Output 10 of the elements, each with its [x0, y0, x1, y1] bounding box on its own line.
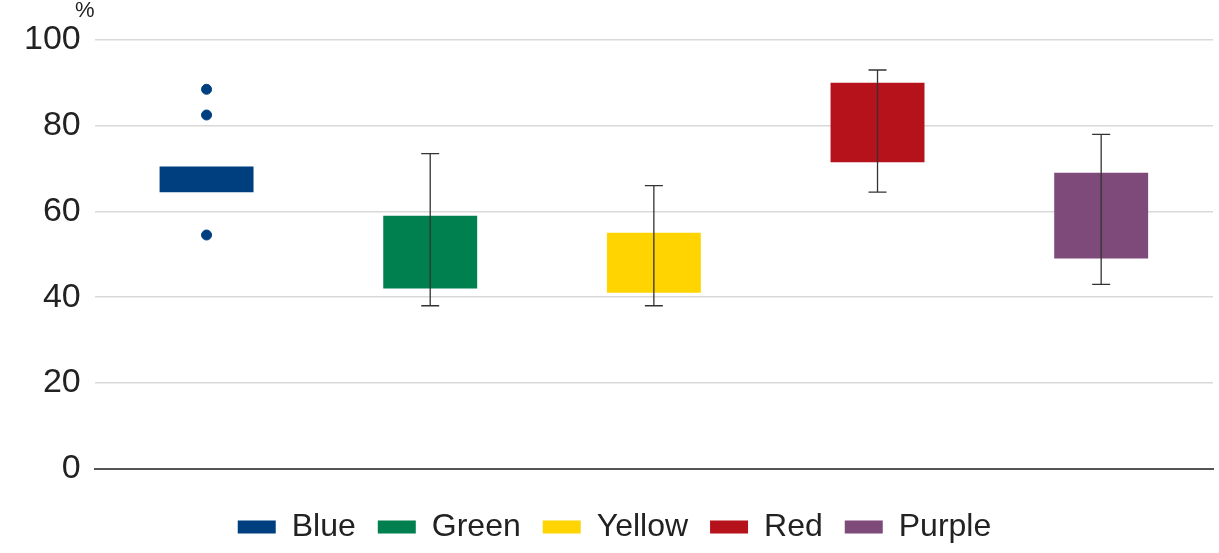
legend-label: Blue: [291, 506, 356, 543]
y-tick-label: 60: [42, 189, 81, 228]
legend-label: Yellow: [596, 506, 689, 543]
y-tick-label: 0: [61, 446, 81, 485]
y-tick-label: 80: [42, 104, 81, 143]
y-tick-label: 40: [42, 275, 81, 314]
legend-label: Green: [431, 506, 521, 543]
y-tick-label: 20: [42, 361, 81, 400]
legend-label: Red: [764, 506, 823, 543]
legend-label: Purple: [898, 506, 992, 543]
